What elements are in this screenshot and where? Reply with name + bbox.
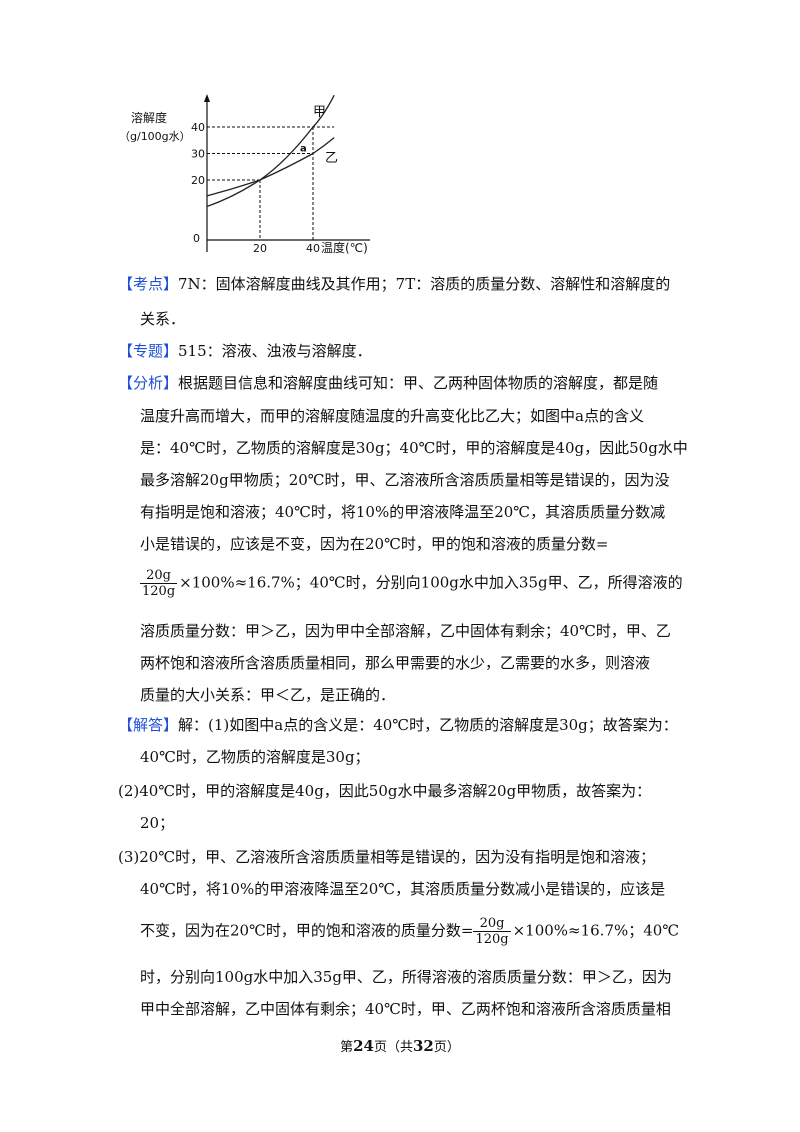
y-tick-label-40: 40 bbox=[191, 121, 205, 134]
zhuanti-line: 【专题】515：溶液、浊液与溶解度． bbox=[118, 340, 372, 361]
jieda-line-1: 【解答】解：(1)如图中a点的含义是：40℃时，乙物质的溶解度是30g；故答案为… bbox=[118, 714, 678, 735]
origin-label: 0 bbox=[193, 232, 200, 245]
fenxi-line-9: 两杯饱和溶液所含溶质质量相同，那么甲需要的水少，乙需要的水多，则溶液 bbox=[140, 654, 651, 672]
fenxi-line-10: 质量的大小关系：甲＜乙，是正确的． bbox=[140, 686, 396, 704]
y-tick-label-20: 20 bbox=[191, 174, 205, 187]
kaodian-tag: 【考点】 bbox=[118, 275, 179, 293]
jieda-line-3: (2)40℃时，甲的溶解度是40g，因此50g水中最多溶解20g甲物质，故答案为… bbox=[118, 782, 652, 800]
footer-total-pages: 32 bbox=[413, 1037, 434, 1055]
kaodian-line-2: 关系． bbox=[140, 310, 186, 328]
jieda-text-7b: ×100%≈16.7%；40℃ bbox=[512, 921, 680, 940]
series-label-jia: 甲 bbox=[313, 105, 326, 120]
fraction-2-denominator: 120g bbox=[475, 932, 509, 947]
series-label-yi: 乙 bbox=[325, 151, 338, 166]
footer-mid: 页（共 bbox=[373, 1040, 413, 1055]
page-footer: 第24页（共32页） bbox=[0, 1036, 800, 1055]
jieda-line-5: (3)20℃时，甲、乙溶液所含溶质质量相等是错误的，因为没有指明是饱和溶液； bbox=[118, 848, 656, 866]
jieda-text-1: 解：(1)如图中a点的含义是：40℃时，乙物质的溶解度是30g；故答案为： bbox=[178, 716, 678, 734]
curve-jia bbox=[206, 94, 335, 208]
footer-page-number: 24 bbox=[353, 1037, 374, 1055]
jieda-line-7: 不变，因为在20℃时，甲的饱和溶液的质量分数= 20g 120g ×100%≈16.7… bbox=[140, 916, 679, 947]
jieda-tag: 【解答】 bbox=[118, 716, 179, 734]
jieda-line-2: 40℃时，乙物质的溶解度是30g； bbox=[140, 748, 370, 766]
fenxi-text-1: 根据题目信息和溶解度曲线可知：甲、乙两种固体物质的溶解度，都是随 bbox=[178, 374, 659, 392]
curves bbox=[206, 94, 335, 208]
fenxi-text-7: ×100%≈16.7%；40℃时，分别向100g水中加入35g甲、乙，所得溶液的 bbox=[179, 573, 683, 592]
x-tick-label-20: 20 bbox=[253, 242, 267, 255]
fenxi-line-3: 是：40℃时，乙物质的溶解度是30g；40℃时，甲的溶解度是40g，因此50g水… bbox=[140, 439, 688, 457]
point-label-a: a bbox=[300, 144, 307, 155]
fraction: 20g 120g bbox=[140, 568, 178, 599]
footer-prefix: 第 bbox=[340, 1040, 354, 1055]
y-axis-label-line1: 溶解度 bbox=[131, 110, 167, 125]
fenxi-line-6: 小是错误的，应该是不变，因为在20℃时，甲的饱和溶液的质量分数= bbox=[140, 535, 609, 553]
jieda-line-4: 20； bbox=[140, 814, 175, 832]
zhuanti-tag: 【专题】 bbox=[118, 342, 179, 360]
fraction-2-numerator: 20g bbox=[473, 916, 511, 932]
fenxi-tag: 【分析】 bbox=[118, 374, 179, 392]
y-axis-label-line2: （g/100g水） bbox=[125, 130, 191, 143]
y-axis-arrow bbox=[204, 94, 210, 102]
jieda-line-9: 甲中全部溶解，乙中固体有剩余；40℃时，甲、乙两杯饱和溶液所含溶质质量相 bbox=[140, 1000, 671, 1018]
fraction-numerator: 20g bbox=[140, 568, 178, 584]
x-tick-label-40: 40 bbox=[306, 242, 320, 255]
zhuanti-text: 515：溶液、浊液与溶解度． bbox=[178, 342, 372, 360]
jieda-text-7a: 不变，因为在20℃时，甲的饱和溶液的质量分数= bbox=[140, 921, 474, 940]
jieda-line-6: 40℃时，将10%的甲溶液降温至20℃，其溶质质量分数减小是错误的，应该是 bbox=[140, 880, 666, 898]
fraction-2: 20g 120g bbox=[473, 916, 511, 947]
footer-suffix: 页） bbox=[433, 1040, 460, 1055]
guide-lines bbox=[207, 126, 335, 240]
kaodian-text-1: 7N：固体溶解度曲线及其作用；7T：溶质的质量分数、溶解性和溶解度的 bbox=[178, 275, 671, 293]
fenxi-line-8: 溶质质量分数：甲＞乙，因为甲中全部溶解，乙中固体有剩余；40℃时，甲、乙 bbox=[140, 622, 671, 640]
fenxi-line-1: 【分析】根据题目信息和溶解度曲线可知：甲、乙两种固体物质的溶解度，都是随 bbox=[118, 372, 658, 393]
curve-yi bbox=[206, 137, 335, 197]
jieda-line-8: 时，分别向100g水中加入35g甲、乙，所得溶液的溶质质量分数：甲＞乙，因为 bbox=[140, 968, 672, 986]
y-tick-label-30: 30 bbox=[191, 148, 205, 161]
x-axis-label: 温度(℃) bbox=[321, 240, 368, 255]
fenxi-line-4: 最多溶解20g甲物质；20℃时，甲、乙溶液所含溶质质量相等是错误的，因为没 bbox=[140, 471, 670, 489]
fraction-denominator: 120g bbox=[142, 584, 176, 599]
solubility-chart: 溶解度 （g/100g水） 0 20 30 40 20 40 温度(℃) 甲 乙… bbox=[125, 94, 370, 255]
fenxi-line-7: 20g 120g ×100%≈16.7%；40℃时，分别向100g水中加入35g甲、… bbox=[140, 568, 683, 599]
fenxi-line-5: 有指明是饱和溶液；40℃时，将10%的甲溶液降温至20℃，其溶质质量分数减 bbox=[140, 503, 666, 521]
fenxi-line-2: 温度升高而增大，而甲的溶解度随温度的升高变化比乙大；如图中a点的含义 bbox=[140, 407, 644, 425]
kaodian-line-1: 【考点】7N：固体溶解度曲线及其作用；7T：溶质的质量分数、溶解性和溶解度的 bbox=[118, 273, 670, 294]
